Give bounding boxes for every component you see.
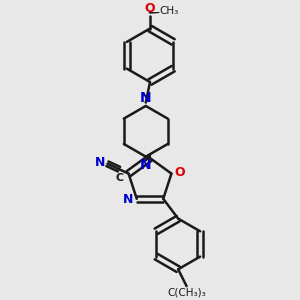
Text: O: O — [145, 2, 155, 15]
Text: C(CH₃)₃: C(CH₃)₃ — [167, 288, 206, 298]
Text: N: N — [140, 91, 152, 104]
Text: N: N — [123, 193, 134, 206]
Text: CH₃: CH₃ — [159, 6, 178, 16]
Text: C: C — [116, 172, 124, 183]
Text: N: N — [140, 158, 152, 172]
Text: N: N — [95, 156, 105, 169]
Text: O: O — [175, 166, 185, 179]
